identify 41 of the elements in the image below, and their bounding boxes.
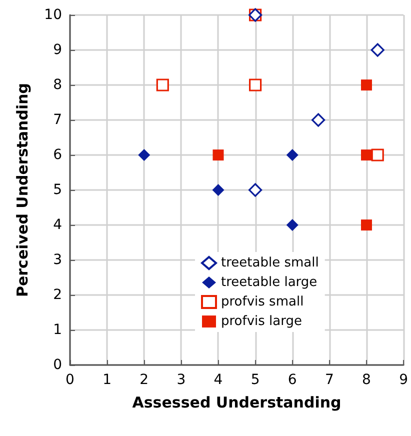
x-tick-label: 1: [102, 372, 112, 388]
point: [156, 78, 169, 92]
legend-label: treetable large: [221, 275, 318, 290]
y-tick-label: 7: [53, 112, 62, 128]
y-tick-label: 4: [53, 217, 62, 233]
point: [286, 149, 298, 161]
x-tick-label: 2: [140, 372, 149, 388]
x-axis-title: Assessed Understanding: [132, 394, 342, 412]
y-axis-title: Perceived Understanding: [14, 82, 32, 298]
y-tick-label: 9: [53, 42, 62, 58]
y-tick-label: 2: [53, 287, 62, 303]
point: [370, 43, 384, 57]
legend-label: profvis small: [221, 294, 304, 310]
x-tick-label: 5: [250, 372, 260, 388]
x-tick-label: 3: [176, 372, 186, 388]
point: [371, 148, 384, 162]
legend-label: treetable small: [221, 256, 319, 270]
x-tick-label: 4: [214, 372, 223, 388]
x-tick-label: 7: [324, 372, 334, 388]
point: [312, 113, 326, 127]
point: [212, 150, 224, 160]
x-tick-label: 6: [288, 372, 297, 388]
point: [360, 80, 372, 90]
point: [286, 219, 298, 231]
point: [138, 149, 150, 161]
y-tick-label: 5: [53, 182, 62, 198]
y-tick-label: 0: [53, 357, 62, 373]
point: [248, 183, 262, 197]
x-tick-label: 0: [66, 372, 74, 388]
point: [249, 78, 262, 92]
legend-label: profvis large: [221, 314, 302, 329]
y-tick-label: 8: [53, 77, 62, 93]
point: [360, 150, 372, 160]
y-tick-label: 6: [53, 147, 62, 163]
y-tick-label: 10: [44, 7, 62, 23]
x-tick-label: 9: [399, 372, 408, 388]
x-tick-label: 8: [362, 372, 371, 388]
point: [212, 184, 224, 196]
point: [360, 220, 372, 230]
y-tick-label: 1: [53, 322, 62, 338]
y-tick-label: 3: [53, 252, 62, 268]
